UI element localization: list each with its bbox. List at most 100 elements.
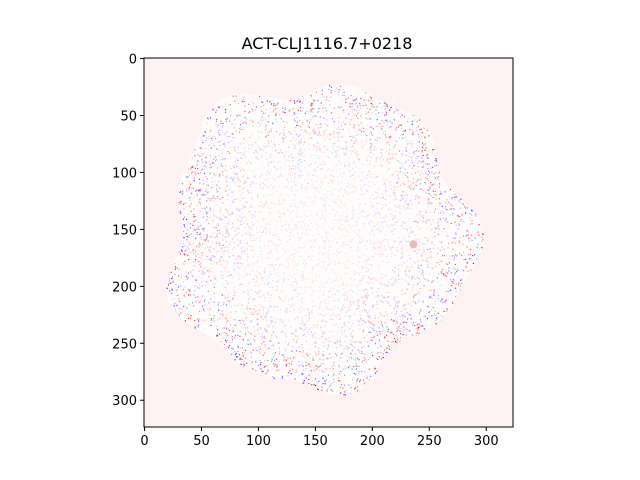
noise-pixel [299, 110, 302, 112]
noise-pixel [370, 152, 372, 154]
noise-pixel [321, 169, 323, 171]
noise-pixel [323, 345, 325, 348]
noise-pixel [291, 157, 293, 159]
noise-pixel [360, 342, 362, 344]
noise-pixel [246, 249, 248, 251]
noise-pixel [409, 314, 411, 316]
noise-pixel [344, 244, 347, 246]
noise-pixel [322, 161, 325, 163]
noise-pixel [378, 356, 380, 358]
noise-pixel [316, 149, 318, 151]
noise-pixel [363, 210, 365, 212]
noise-pixel [232, 348, 234, 350]
noise-pixel [357, 246, 359, 248]
noise-pixel [318, 351, 320, 353]
noise-pixel [367, 276, 369, 278]
noise-pixel [385, 216, 387, 218]
noise-pixel [242, 291, 244, 293]
noise-pixel [237, 159, 239, 162]
noise-pixel [352, 99, 354, 101]
noise-pixel [351, 174, 353, 176]
noise-pixel [412, 120, 414, 122]
noise-pixel [382, 226, 384, 229]
noise-pixel [392, 224, 394, 226]
noise-pixel [379, 283, 381, 285]
noise-pixel [227, 275, 229, 278]
noise-pixel [319, 178, 321, 180]
noise-pixel [264, 335, 266, 338]
noise-pixel [338, 190, 341, 192]
noise-pixel [276, 190, 278, 192]
noise-pixel [305, 326, 307, 328]
noise-pixel [226, 321, 228, 323]
noise-pixel [308, 164, 310, 166]
noise-pixel [297, 296, 299, 298]
noise-pixel [300, 308, 302, 310]
noise-pixel [334, 215, 337, 217]
noise-pixel [319, 289, 321, 291]
noise-pixel [270, 249, 272, 251]
noise-pixel [222, 234, 224, 236]
noise-pixel [402, 153, 404, 155]
noise-pixel [208, 191, 210, 193]
noise-pixel [239, 319, 241, 321]
noise-pixel [395, 192, 397, 194]
noise-pixel [315, 212, 317, 214]
noise-pixel [372, 306, 374, 308]
noise-pixel [404, 162, 406, 164]
noise-pixel [317, 190, 319, 192]
noise-pixel [228, 188, 231, 191]
noise-pixel [384, 134, 387, 136]
noise-pixel [340, 370, 342, 373]
noise-pixel [345, 228, 347, 230]
noise-pixel [303, 324, 305, 326]
noise-pixel [324, 261, 326, 263]
noise-pixel [409, 258, 411, 260]
noise-pixel [222, 126, 224, 128]
noise-pixel [386, 261, 388, 263]
noise-pixel [402, 176, 404, 178]
noise-pixel [256, 98, 258, 100]
noise-pixel [194, 229, 197, 231]
noise-pixel [384, 245, 386, 247]
noise-pixel [356, 357, 359, 359]
noise-pixel [405, 240, 407, 242]
noise-pixel [235, 130, 238, 132]
noise-pixel [206, 258, 208, 260]
noise-pixel [268, 239, 270, 242]
noise-pixel [313, 325, 315, 327]
noise-pixel [310, 111, 312, 113]
noise-pixel [270, 306, 272, 308]
noise-pixel [241, 253, 243, 255]
noise-pixel [321, 183, 323, 185]
noise-pixel [319, 148, 322, 150]
noise-pixel [419, 288, 422, 290]
noise-pixel [399, 243, 401, 245]
noise-pixel [372, 259, 375, 261]
noise-pixel [252, 182, 254, 184]
noise-pixel [328, 386, 330, 388]
noise-pixel [320, 134, 322, 136]
noise-pixel [225, 209, 227, 211]
noise-pixel [349, 367, 352, 369]
noise-pixel [330, 315, 332, 317]
noise-pixel [296, 226, 298, 229]
noise-pixel [191, 171, 193, 173]
noise-pixel [336, 87, 338, 89]
noise-pixel [332, 209, 334, 211]
noise-pixel [393, 308, 395, 310]
noise-pixel [192, 269, 194, 271]
noise-pixel [225, 316, 227, 318]
noise-pixel [351, 379, 353, 381]
noise-pixel [189, 243, 191, 245]
noise-pixel [293, 168, 295, 170]
noise-pixel [340, 229, 342, 231]
noise-pixel [301, 233, 303, 235]
noise-pixel [384, 337, 386, 339]
noise-pixel [245, 234, 247, 236]
noise-pixel [281, 322, 284, 324]
noise-pixel [291, 218, 293, 220]
noise-pixel [259, 240, 261, 242]
noise-pixel [409, 152, 411, 154]
noise-pixel [190, 203, 192, 205]
